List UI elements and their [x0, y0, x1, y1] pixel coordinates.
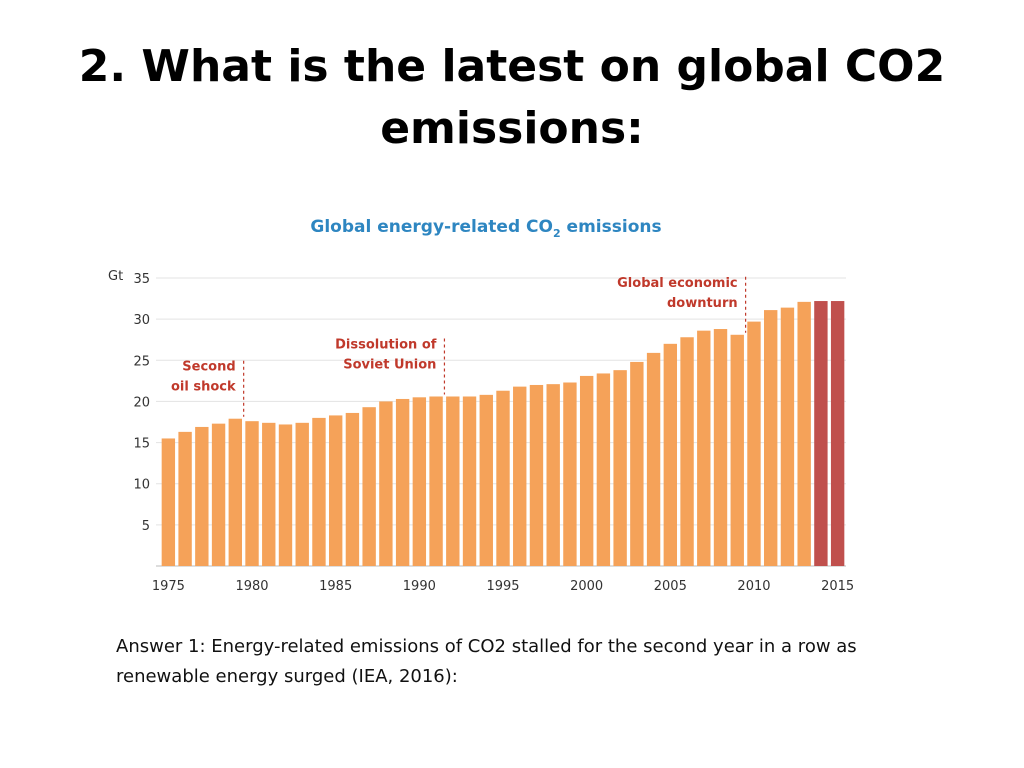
bar-1981	[262, 422, 276, 566]
y-tick-label: 5	[142, 519, 150, 534]
chart-title-main: Global energy-related CO	[310, 217, 553, 237]
y-tick-label: 25	[133, 354, 150, 369]
chart-title: Global energy-related CO2 emissions	[310, 217, 661, 240]
bar-1998	[546, 384, 560, 566]
bar-2008	[713, 329, 728, 566]
y-tick-label: 35	[133, 272, 150, 287]
x-tick-labels: 1975 1980 1985 1990 1995 2000 2005 2010 2015	[152, 579, 854, 594]
annotation-label: Dissolution of	[335, 337, 437, 352]
bar-1983	[295, 422, 309, 566]
y-tick-label: 20	[133, 395, 150, 410]
y-tick-label: 30	[133, 313, 150, 328]
annotation-label: downturn	[667, 296, 738, 311]
bar-1987	[362, 407, 376, 566]
annotation-label: Second	[182, 360, 235, 375]
bar-1994	[479, 394, 493, 566]
y-tick-label: 10	[133, 478, 150, 493]
bar-1977	[195, 426, 209, 566]
bar-2005	[663, 343, 678, 566]
y-tick-label: 15	[133, 437, 150, 452]
bar-1986	[345, 412, 360, 566]
y-tick-labels: 5 10 15 20 25 30 35	[133, 272, 150, 534]
bar-2003	[630, 361, 644, 566]
bar-2004	[646, 352, 661, 566]
bar-1997	[529, 384, 544, 566]
x-tick-label: 2010	[737, 579, 770, 594]
bar-2002	[613, 370, 627, 566]
bar-2010	[747, 321, 761, 566]
x-tick-label: 2000	[570, 579, 603, 594]
bar-1993	[462, 396, 477, 566]
bar-2013	[797, 301, 811, 566]
x-tick-label: 1980	[235, 579, 268, 594]
chart-title-suffix: emissions	[561, 217, 662, 237]
bar-1992	[446, 396, 460, 566]
annotation-label: oil shock	[171, 380, 236, 395]
bar-2006	[680, 337, 694, 566]
bar-1984	[312, 417, 326, 566]
chart-title-subscript: 2	[553, 227, 561, 240]
bar-2015	[830, 301, 845, 566]
answer-text: Answer 1: Energy-related emissions of CO…	[116, 636, 857, 687]
slide-title: 2. What is the latest on global CO2 emis…	[78, 41, 946, 154]
bar-1975	[161, 438, 176, 566]
bar-1988	[379, 401, 393, 566]
x-tick-label: 2015	[821, 579, 854, 594]
bar-1985	[328, 415, 343, 566]
bar-2011	[764, 310, 778, 566]
bar-1999	[563, 382, 577, 566]
bar-1980	[245, 421, 259, 566]
x-tick-label: 2005	[654, 579, 687, 594]
bar-2000	[579, 375, 594, 566]
bar-1976	[178, 431, 192, 566]
x-tick-label: 1990	[403, 579, 436, 594]
x-tick-label: 1995	[486, 579, 519, 594]
bar-1979	[228, 418, 242, 566]
bar-2001	[596, 373, 611, 566]
annotations: Second oil shock Dissolution of Soviet Unio…	[171, 276, 747, 417]
bar-2009	[730, 334, 744, 566]
bar-2012	[780, 307, 795, 566]
annotation-label: Global economic	[617, 276, 737, 291]
bars	[161, 301, 845, 566]
x-tick-label: 1985	[319, 579, 352, 594]
x-tick-label: 1975	[152, 579, 185, 594]
bar-1990	[412, 397, 427, 566]
co2-emissions-bar-chart: Global energy-related CO2 emissions Gt 5…	[108, 217, 854, 594]
bar-1982	[278, 424, 293, 566]
bar-1978	[211, 423, 226, 566]
y-axis-unit: Gt	[108, 269, 123, 284]
bar-1995	[496, 390, 510, 566]
bar-1991	[429, 396, 443, 566]
bar-1996	[513, 386, 527, 566]
bar-2014	[814, 301, 828, 566]
bar-1989	[395, 398, 410, 566]
bar-2007	[697, 330, 711, 566]
annotation-label: Soviet Union	[343, 357, 436, 372]
